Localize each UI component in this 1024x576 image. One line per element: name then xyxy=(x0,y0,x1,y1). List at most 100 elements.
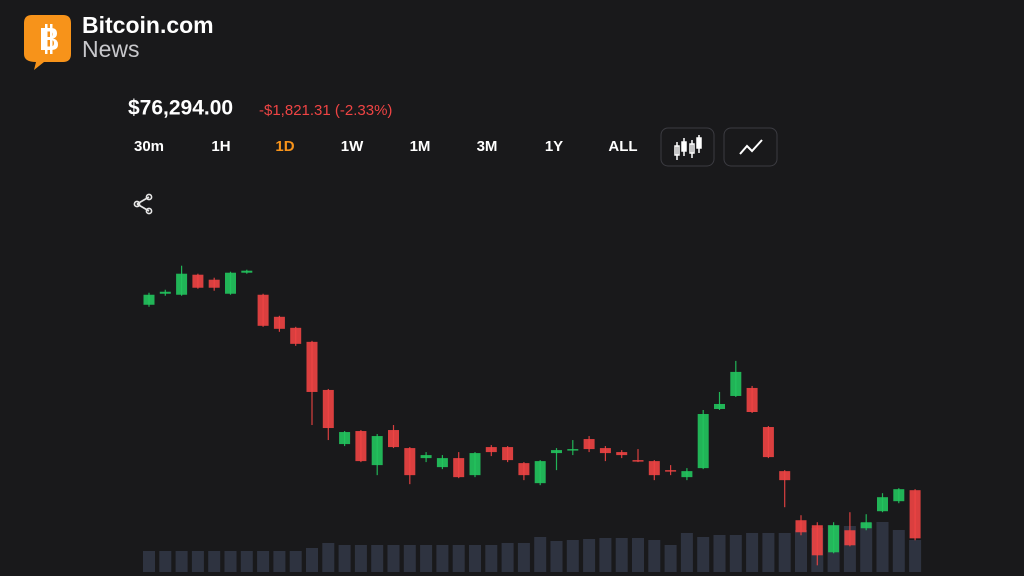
price: $76,294.00 xyxy=(128,97,233,120)
volume-bar xyxy=(680,533,693,572)
volume-bar xyxy=(452,545,465,572)
volume-bar xyxy=(697,537,710,572)
brand: Bitcoin.com xyxy=(82,12,214,38)
candle-body xyxy=(762,427,774,458)
volume-bar xyxy=(257,551,270,572)
volume-bar xyxy=(240,551,253,572)
volume-bar xyxy=(729,535,742,572)
volume-bar xyxy=(860,523,873,572)
volume-bar xyxy=(534,537,547,572)
candle-body xyxy=(893,489,905,502)
volume-bar xyxy=(550,541,563,572)
candle-body xyxy=(355,431,367,462)
logo-glyph-bar xyxy=(50,24,53,54)
candle-body xyxy=(143,294,155,305)
candle-icon xyxy=(674,135,702,160)
candle-body xyxy=(648,461,660,476)
candle-body xyxy=(714,403,725,409)
candle-body xyxy=(208,279,220,288)
candle-body xyxy=(225,272,236,294)
share-button[interactable] xyxy=(133,193,153,215)
candle-body xyxy=(388,430,399,448)
candle-body xyxy=(241,270,253,273)
timeframe-option[interactable]: 1Y xyxy=(545,138,563,155)
volume-bar xyxy=(403,545,416,572)
volume-bar xyxy=(892,530,905,572)
subbrand: News xyxy=(82,36,140,62)
candle-body xyxy=(860,522,872,529)
candle-body xyxy=(909,490,921,539)
timeframe-bar: 30m 1H 1D 1W 1M 3M 1Y ALL xyxy=(134,138,638,155)
timeframe-option[interactable]: 1H xyxy=(211,138,230,155)
candle-body xyxy=(502,447,514,461)
candle-body xyxy=(273,316,285,329)
candle-body xyxy=(404,448,416,476)
volume-bar xyxy=(517,543,530,572)
timeframe-option[interactable]: 1W xyxy=(341,138,364,155)
candle-body xyxy=(844,530,856,546)
candle-body xyxy=(665,470,677,472)
candle-body xyxy=(779,471,791,481)
logo[interactable] xyxy=(24,15,71,70)
candle-body xyxy=(811,525,823,556)
volume-bar xyxy=(746,533,759,572)
volume-bar xyxy=(795,530,807,572)
candle-body xyxy=(436,458,448,468)
candle-body xyxy=(257,294,269,326)
volume-bar xyxy=(387,545,400,572)
volume-bar xyxy=(354,545,367,572)
volume-bar xyxy=(322,543,335,572)
volume-bar xyxy=(436,545,449,572)
candle-body xyxy=(583,439,595,450)
volume-bar xyxy=(876,522,889,572)
candle-body xyxy=(518,463,530,476)
volume-bar xyxy=(501,543,514,572)
volume-bar xyxy=(909,540,922,572)
candle-body xyxy=(322,389,334,429)
button-frame xyxy=(660,127,715,167)
button-frame xyxy=(723,127,778,167)
volume-bar xyxy=(289,551,302,572)
timeframe-option[interactable]: 30m xyxy=(134,138,164,155)
volume-bar xyxy=(338,545,351,572)
volume-bar xyxy=(664,545,677,572)
timeframe-option[interactable]: ALL xyxy=(608,138,637,155)
volume-bar xyxy=(648,540,661,572)
candle-body xyxy=(306,341,318,392)
timeframe-option[interactable]: 1M xyxy=(410,138,431,155)
candle-body xyxy=(420,455,432,459)
candle-body xyxy=(534,461,546,484)
logo-glyph-bar xyxy=(45,24,48,54)
candle-body xyxy=(159,291,171,294)
candle-body xyxy=(176,273,188,295)
volume-bar xyxy=(599,538,612,572)
candle-body xyxy=(551,450,562,454)
volume-bar xyxy=(306,548,318,572)
candle-body xyxy=(697,414,709,469)
volume-bar xyxy=(159,551,172,572)
candle-body xyxy=(485,447,497,453)
candle-body xyxy=(730,371,742,396)
candle-body xyxy=(290,327,302,344)
candle-body xyxy=(567,449,579,451)
timeframe-option[interactable]: 1D xyxy=(275,138,294,155)
candle-body xyxy=(339,432,351,445)
volume-bar xyxy=(583,539,596,572)
candle-body xyxy=(877,497,888,512)
volume-bar xyxy=(615,538,628,572)
volume-bar xyxy=(566,540,579,572)
timeframe-option[interactable]: 3M xyxy=(477,138,498,155)
candle-toggle[interactable] xyxy=(660,127,715,167)
candle-layer xyxy=(143,265,921,566)
volume-bar xyxy=(273,551,286,572)
line-icon xyxy=(739,139,763,155)
volume-bar xyxy=(632,538,644,572)
candle-body xyxy=(599,448,611,454)
price-change: -$1,821.31 (-2.33%) xyxy=(259,102,392,119)
candle-body xyxy=(632,460,644,462)
volume-bar xyxy=(778,533,791,572)
volume-bar xyxy=(713,535,726,572)
volume-bar xyxy=(143,551,155,572)
volume-bar xyxy=(762,533,775,572)
line-toggle[interactable] xyxy=(723,127,778,167)
